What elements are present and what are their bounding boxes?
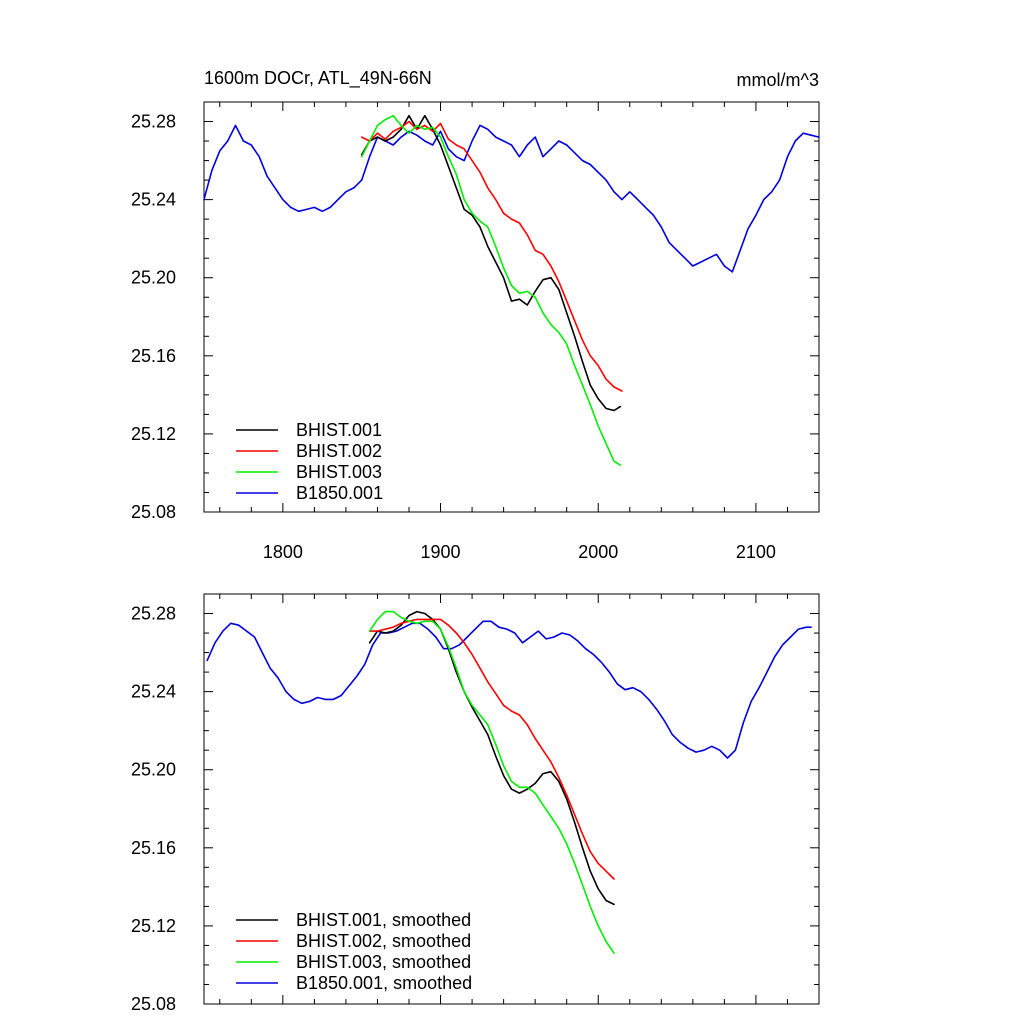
series-line-bhist-002 (360, 120, 623, 392)
y-tick-label: 25.12 (131, 424, 176, 444)
bottom-panel: 25.08 25.12 25.16 25.20 25.24 25.28 BHIST.001,… (131, 593, 820, 1014)
y-tick-label: 25.24 (131, 190, 176, 210)
y-tick-label: 25.28 (131, 604, 176, 624)
plot-frame (203, 593, 820, 1005)
legend-label-bhist-002-smoothed: BHIST.002, smoothed (296, 931, 471, 951)
y-tick-label: 25.28 (131, 112, 176, 132)
y-tick-label: 25.16 (131, 838, 176, 858)
series-line-bhist-001 (360, 114, 622, 412)
series-line-b1850-001-smoothed (206, 620, 812, 759)
y-tick-label: 25.08 (131, 994, 176, 1014)
top-panel: 25.08 25.12 25.16 25.20 25.24 25.28 1800 1900 20… (131, 101, 820, 562)
legend-label-bhist-003: BHIST.003 (296, 462, 382, 482)
series-line-b1850-001 (203, 124, 820, 273)
series-line-bhist-003 (360, 114, 622, 466)
series-line-bhist-001-smoothed (368, 610, 615, 906)
plot-frame (203, 101, 820, 513)
legend-label-bhist-002: BHIST.002 (296, 441, 382, 461)
chart-title: 1600m DOCr, ATL_49N-66N (204, 68, 432, 89)
legend-label-bhist-001: BHIST.001 (296, 420, 382, 440)
y-tick-label: 25.12 (131, 916, 176, 936)
y-tick-label: 25.20 (131, 760, 176, 780)
x-tick-label: 2100 (736, 542, 776, 562)
series-line-bhist-003-smoothed (368, 610, 615, 955)
legend-label-bhist-003-smoothed: BHIST.003, smoothed (296, 952, 471, 972)
y-tick-label: 25.24 (131, 682, 176, 702)
y-tick-label: 25.20 (131, 268, 176, 288)
legend-label-bhist-001-smoothed: BHIST.001, smoothed (296, 910, 471, 930)
y-tick-label: 25.16 (131, 346, 176, 366)
legend-label-b1850-001: B1850.001 (296, 483, 383, 503)
x-tick-label: 1900 (421, 542, 461, 562)
x-tick-label: 1800 (263, 542, 303, 562)
x-tick-label: 2000 (578, 542, 618, 562)
y-tick-label: 25.08 (131, 502, 176, 522)
legend-label-b1850-001-smoothed: B1850.001, smoothed (296, 973, 472, 993)
units-label: mmol/m^3 (737, 70, 819, 90)
